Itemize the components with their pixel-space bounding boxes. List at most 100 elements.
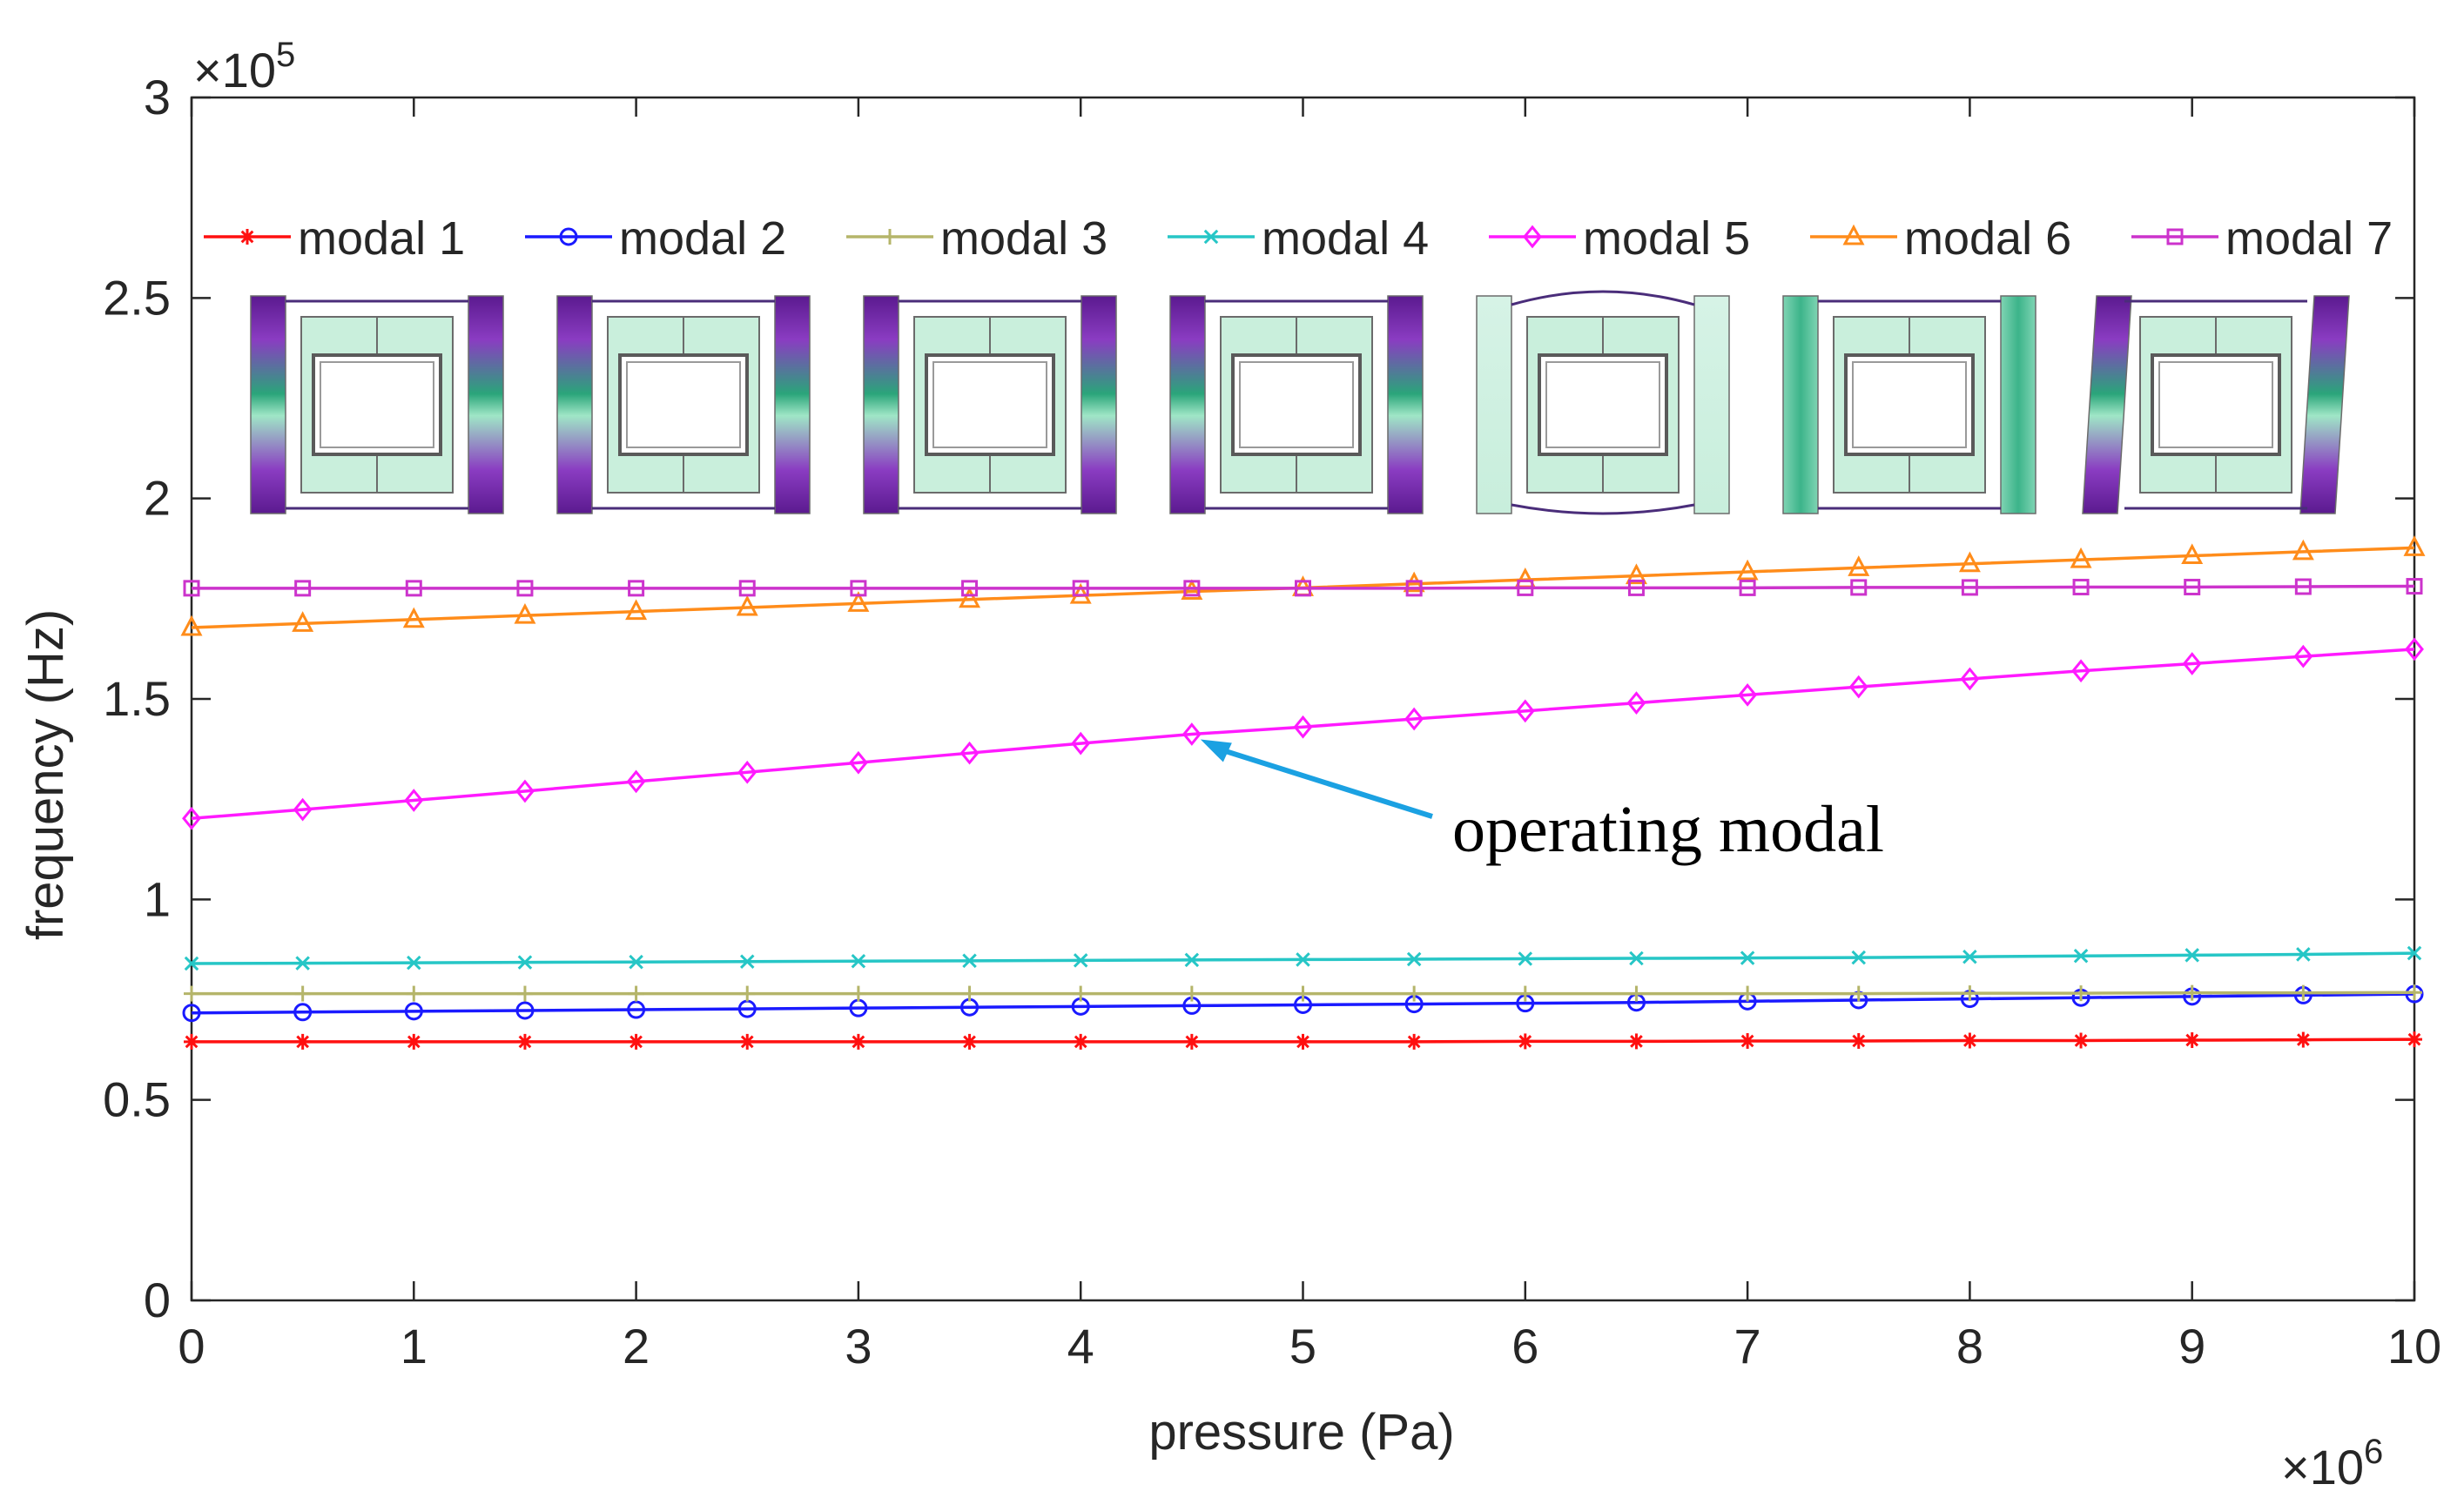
data-point (1517, 1033, 1533, 1050)
data-point (292, 611, 314, 632)
data-point (1740, 1032, 1756, 1049)
x-tick-label: 3 (845, 1319, 872, 1373)
data-point (1182, 722, 1202, 746)
y-tick-label: 2 (144, 471, 171, 526)
data-point (184, 985, 199, 1002)
series-modal-7 (183, 578, 2423, 597)
data-point (293, 1003, 313, 1022)
data-point (625, 599, 648, 621)
data-point (1406, 985, 1423, 1002)
data-point (2407, 984, 2422, 1001)
mode-shape-inset (2082, 295, 2350, 514)
series-modal-4 (184, 945, 2422, 971)
data-point (736, 594, 758, 616)
data-point (295, 956, 310, 970)
data-point (962, 953, 977, 969)
data-point (959, 741, 980, 765)
mode-shape-inset (556, 295, 811, 514)
data-point (1738, 683, 1758, 707)
data-point (1072, 580, 1089, 597)
data-point (1183, 985, 1200, 1002)
data-point (2295, 1031, 2312, 1048)
data-point (737, 760, 757, 784)
mode-shape-inset (1169, 295, 1424, 514)
y-tick-label: 3 (144, 70, 171, 124)
x-tick-label: 8 (1956, 1319, 1983, 1373)
x-tick-label: 10 (2387, 1319, 2441, 1373)
data-point (847, 591, 870, 612)
annotation-layer: operating modal (1200, 739, 1884, 866)
series-modal-5 (182, 637, 2424, 830)
data-point (2293, 644, 2313, 668)
legend-label: modal 5 (1583, 212, 1750, 265)
data-point (2072, 578, 2090, 595)
legend-item: modal 2 (525, 212, 786, 265)
data-point (1406, 951, 1422, 967)
data-point (2184, 578, 2201, 595)
data-point (1296, 952, 1310, 967)
data-point (2406, 578, 2423, 595)
legend-item: modal 6 (1810, 212, 2071, 265)
data-point (2184, 1032, 2200, 1049)
data-point (515, 779, 535, 803)
series-line (191, 648, 2415, 821)
series-line (191, 992, 2415, 1015)
legend-marker (882, 229, 898, 245)
data-point (1848, 675, 1868, 699)
data-point (1626, 691, 1646, 715)
data-point (961, 1033, 978, 1050)
data-point (626, 769, 646, 794)
y-tick-label: 0.5 (103, 1072, 171, 1127)
data-point (959, 587, 981, 608)
mode-shape-inset (1476, 290, 1730, 515)
data-point (407, 955, 421, 970)
legend-item: modal 1 (204, 212, 465, 265)
data-point (2407, 1031, 2422, 1048)
data-point (1404, 707, 1424, 731)
data-point (1740, 950, 1755, 965)
data-point (1628, 1033, 1645, 1050)
data-point (405, 580, 422, 597)
data-point (294, 580, 312, 597)
legend-marker (559, 227, 578, 246)
data-point (2185, 948, 2199, 963)
series-layer (180, 535, 2426, 1050)
legend-label: modal 2 (619, 212, 786, 265)
x-tick-label: 5 (1289, 1319, 1316, 1373)
data-point (1073, 1033, 1089, 1050)
data-point (1625, 563, 1647, 585)
data-point (184, 956, 199, 971)
data-point (2073, 985, 2090, 1002)
y-exponent: ×105 (193, 36, 295, 97)
data-point (739, 954, 755, 969)
data-point (1958, 551, 1981, 573)
data-point (1962, 949, 1977, 964)
data-point (404, 789, 424, 812)
x-tick-label: 0 (178, 1319, 205, 1373)
legend-marker (1842, 224, 1865, 245)
data-point (2073, 949, 2089, 964)
data-point (627, 1000, 646, 1019)
series-line (192, 584, 2415, 590)
y-tick-label: 0 (144, 1273, 171, 1327)
legend-marker (1523, 225, 1542, 249)
data-point (1628, 985, 1645, 1002)
legend-marker (239, 229, 255, 245)
data-point (180, 615, 203, 636)
x-tick-label: 4 (1067, 1319, 1094, 1373)
data-point (183, 580, 200, 597)
data-point (2403, 535, 2426, 556)
data-point (1962, 985, 1978, 1002)
annotation-arrow-line (1220, 747, 1433, 819)
data-point (1629, 950, 1644, 966)
data-point (2405, 637, 2424, 662)
y-tick-label: 1 (144, 871, 171, 926)
data-point (294, 1033, 311, 1050)
legend-marker (1203, 229, 1219, 245)
data-point (516, 580, 534, 597)
data-point (406, 985, 422, 1002)
x-tick-label: 7 (1734, 1319, 1761, 1373)
data-point (1184, 952, 1200, 968)
